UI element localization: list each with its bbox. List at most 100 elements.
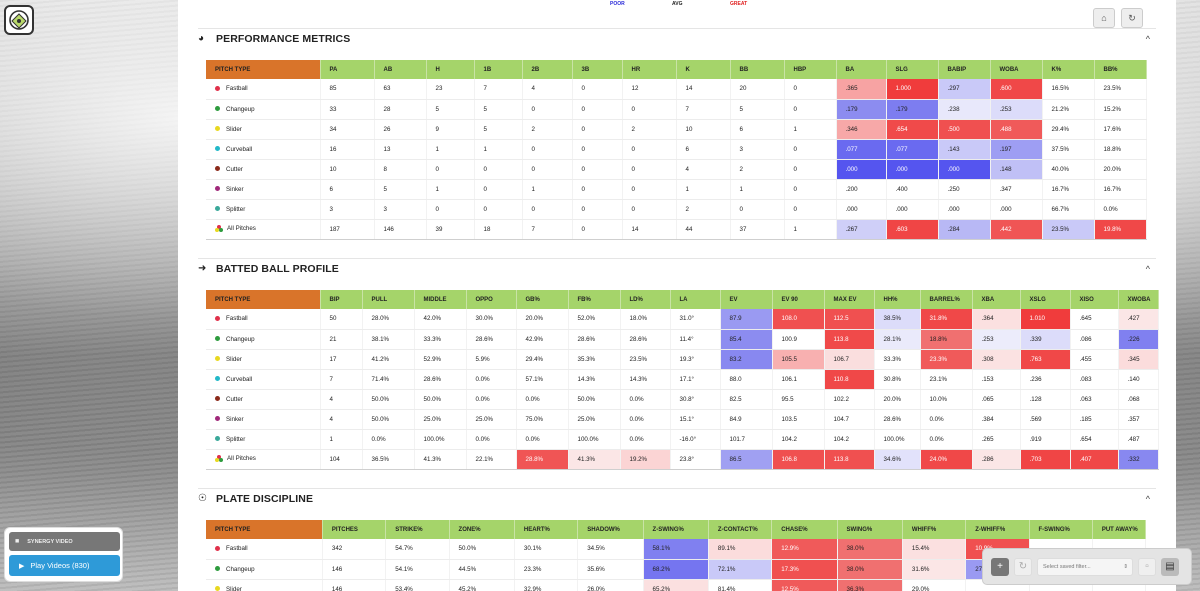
section-header-discipline[interactable]: ☉ PLATE DISCIPLINE ^ (198, 488, 1156, 508)
pitch-color-dot (215, 396, 220, 402)
column-header[interactable]: BA (836, 60, 887, 79)
save-filter-button[interactable]: ▤ (1161, 557, 1179, 576)
column-header[interactable]: BIP (320, 290, 363, 309)
stat-cell: 1.010 (1020, 309, 1071, 330)
column-header[interactable]: XBA (972, 290, 1021, 309)
column-header[interactable]: PA (320, 60, 375, 79)
stat-cell: 106.7 (824, 349, 875, 370)
column-header[interactable]: Z-WHIFF% (965, 520, 1030, 539)
table-row: Cutter 4 50.0% 50.0% 0.0% 0.0% 50.0% 0.0% 30.8° 8… (206, 389, 1159, 410)
column-header[interactable]: MAX EV (824, 290, 875, 309)
stat-cell: .238 (938, 99, 991, 120)
chevron-up-icon[interactable]: ^ (1145, 33, 1150, 44)
stat-cell: 84.9 (720, 409, 773, 430)
column-header[interactable]: SHADOW% (577, 520, 644, 539)
column-header[interactable]: BARREL% (920, 290, 973, 309)
stat-cell: 28.8% (516, 449, 569, 470)
stat-cell: 23 (426, 79, 475, 100)
column-header[interactable]: Z-CONTACT% (708, 520, 773, 539)
column-header[interactable]: H (426, 60, 475, 79)
column-header[interactable]: HR (622, 60, 677, 79)
stat-cell: 102.2 (824, 389, 875, 410)
section-header-batted[interactable]: ➜ BATTED BALL PROFILE ^ (198, 258, 1156, 278)
column-header[interactable]: LD% (620, 290, 671, 309)
stat-cell: .569 (1020, 409, 1071, 430)
column-header[interactable]: F-SWING% (1029, 520, 1093, 539)
stat-cell: 5.9% (466, 349, 517, 370)
saved-filter-select[interactable]: Select saved filter... ⇕ (1037, 557, 1133, 576)
stat-cell: 2 (676, 199, 731, 220)
home-button[interactable]: ⌂ (1093, 8, 1115, 28)
synergy-video-button[interactable]: ■ SYNERGY VIDEO (9, 532, 120, 551)
table-row: Cutter 10 8 0 0 0 0 0 4 2 0.000.000.000.148 40.0% 20… (206, 159, 1147, 180)
stat-cell: 83.2 (720, 349, 773, 370)
stat-cell: 15.1° (670, 409, 721, 430)
chevron-up-icon[interactable]: ^ (1145, 263, 1150, 274)
column-header[interactable]: K% (1042, 60, 1095, 79)
column-header[interactable]: BABIP (938, 60, 991, 79)
delete-filter-button[interactable]: ▫ (1138, 557, 1156, 576)
pitch-type-label: Sinker (226, 415, 244, 423)
column-header[interactable]: BB (730, 60, 785, 79)
column-header[interactable]: XWOBA (1118, 290, 1159, 309)
stat-cell: -16.0° (670, 429, 721, 450)
stat-cell: 6 (320, 179, 375, 200)
stat-cell: 104.2 (824, 429, 875, 450)
stat-cell: .284 (938, 219, 991, 240)
column-header[interactable]: PITCH TYPE (206, 60, 321, 79)
column-header[interactable]: HBP (784, 60, 837, 79)
column-header[interactable]: XSLG (1020, 290, 1071, 309)
column-header[interactable]: EV (720, 290, 773, 309)
stat-cell: 38.5% (874, 309, 921, 330)
stat-cell: 0 (474, 199, 523, 220)
reset-filter-button[interactable]: ↻ (1014, 557, 1032, 576)
column-header[interactable]: PITCH TYPE (206, 520, 323, 539)
stat-cell: 28.1% (874, 329, 921, 350)
column-header[interactable]: CHASE% (771, 520, 838, 539)
stat-cell: .365 (836, 79, 887, 100)
column-header[interactable]: LA (670, 290, 721, 309)
column-header[interactable]: BB% (1094, 60, 1147, 79)
column-header[interactable]: SWING% (837, 520, 903, 539)
pitch-color-dot (215, 376, 220, 382)
column-header[interactable]: ZONE% (449, 520, 515, 539)
column-header[interactable]: HH% (874, 290, 921, 309)
column-header[interactable]: K (676, 60, 731, 79)
column-header[interactable]: PULL (362, 290, 415, 309)
column-header[interactable]: PITCHES (322, 520, 387, 539)
column-header[interactable]: AB (374, 60, 427, 79)
column-header[interactable]: FB% (568, 290, 621, 309)
column-header[interactable]: STRIKE% (385, 520, 450, 539)
column-header[interactable]: GB% (516, 290, 569, 309)
refresh-button[interactable]: ↻ (1121, 8, 1143, 28)
column-header[interactable]: HEART% (514, 520, 579, 539)
section-header-perf[interactable]: ◕ PERFORMANCE METRICS ^ (198, 28, 1156, 48)
stat-cell: 0 (572, 159, 623, 180)
chevron-up-icon[interactable]: ^ (1145, 493, 1150, 504)
column-header[interactable]: Z-SWING% (643, 520, 709, 539)
stat-cell: .226 (1118, 329, 1159, 350)
stat-cell: 18.0% (620, 309, 671, 330)
pitch-type-label: Cutter (226, 395, 243, 403)
column-header[interactable]: 1B (474, 60, 523, 79)
column-header[interactable]: WHIFF% (902, 520, 967, 539)
column-header[interactable]: WOBA (990, 60, 1043, 79)
column-header[interactable]: OPPO (466, 290, 517, 309)
add-filter-button[interactable]: + (991, 557, 1009, 576)
column-header[interactable]: PITCH TYPE (206, 290, 321, 309)
column-header[interactable]: 3B (572, 60, 623, 79)
column-header[interactable]: SLG (886, 60, 939, 79)
column-header[interactable]: XISO (1070, 290, 1119, 309)
column-header[interactable]: EV 90 (772, 290, 825, 309)
stat-cell: 20.0% (1094, 159, 1147, 180)
batted-table: PITCH TYPE BIP PULL MIDDLE OPPO GB% FB% LD% LA EV… (206, 290, 1159, 470)
column-header[interactable]: 2B (522, 60, 573, 79)
column-header[interactable]: MIDDLE (414, 290, 467, 309)
play-videos-button[interactable]: ▶ Play Videos (830) (9, 555, 120, 576)
stat-cell: 1 (522, 179, 573, 200)
stat-cell: .250 (938, 179, 991, 200)
column-header[interactable]: PUT AWAY% (1092, 520, 1147, 539)
play-circle-icon: ▶ (19, 562, 25, 570)
app-logo[interactable] (4, 5, 34, 35)
stat-cell: 34.6% (874, 449, 921, 470)
